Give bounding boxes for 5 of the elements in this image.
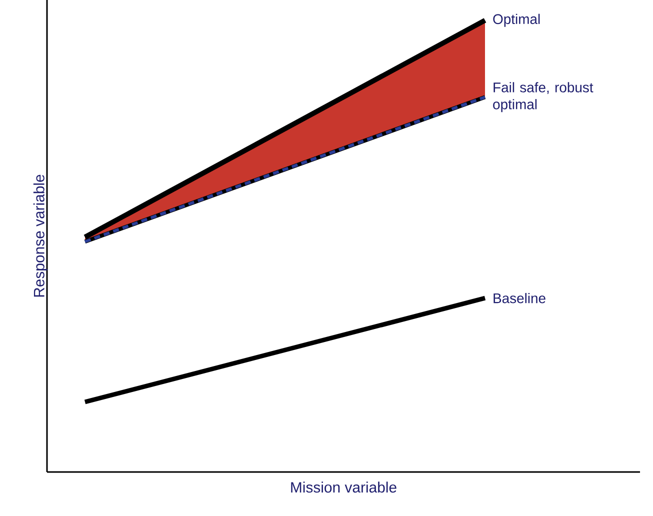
y-axis-title: Response variable: [33, 174, 48, 297]
series-label: Optimal: [493, 14, 540, 27]
series-label: Fail safe, robust optimal: [493, 82, 594, 112]
series-label: Baseline: [494, 292, 546, 304]
x-axis-title: Mission variable: [291, 482, 396, 493]
